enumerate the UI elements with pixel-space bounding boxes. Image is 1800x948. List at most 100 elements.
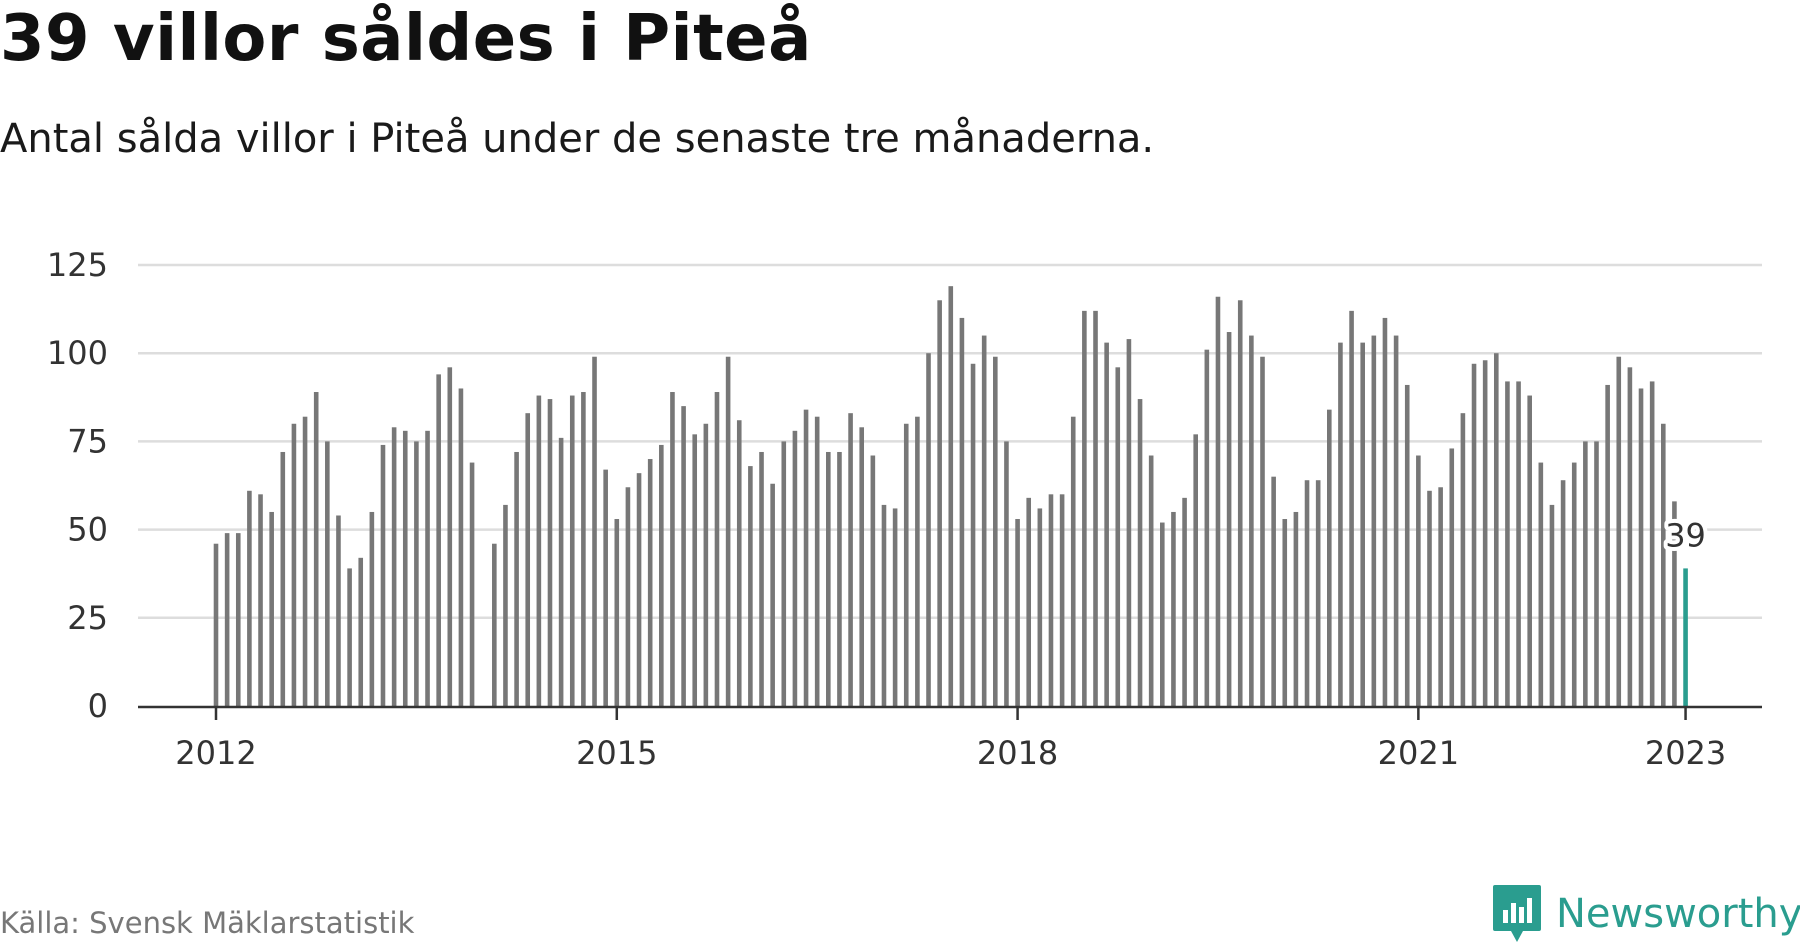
bar xyxy=(592,356,597,706)
bar xyxy=(1271,476,1276,706)
bar xyxy=(1672,501,1677,706)
bar xyxy=(1649,381,1655,706)
bar xyxy=(1137,399,1143,706)
bar xyxy=(224,533,230,706)
x-tick-label: 2023 xyxy=(1645,734,1726,772)
bar xyxy=(447,367,453,706)
x-tick-label: 2021 xyxy=(1378,734,1459,772)
bar xyxy=(870,455,876,706)
bar xyxy=(1237,300,1243,706)
bar xyxy=(280,451,286,706)
bar xyxy=(414,441,419,706)
bar xyxy=(1193,434,1198,706)
x-tick-label: 2012 xyxy=(175,734,256,772)
bar xyxy=(937,300,942,706)
bar xyxy=(525,413,531,706)
bar xyxy=(1093,310,1098,706)
bar xyxy=(1416,455,1421,706)
bar xyxy=(1115,367,1121,706)
bar xyxy=(714,392,720,706)
bar xyxy=(1148,455,1154,706)
bar xyxy=(247,490,252,706)
y-tick-label: 50 xyxy=(67,511,108,549)
y-tick-label: 100 xyxy=(47,334,108,372)
bar xyxy=(581,392,586,706)
bar xyxy=(959,317,965,706)
bar xyxy=(291,423,297,706)
bar xyxy=(1070,416,1076,706)
bar xyxy=(1249,335,1254,706)
x-tick-label: 2018 xyxy=(977,734,1058,772)
bar xyxy=(993,356,998,706)
bar xyxy=(681,406,686,706)
bar xyxy=(1304,480,1310,706)
bar xyxy=(981,335,987,706)
x-tick-label: 2015 xyxy=(576,734,657,772)
bar xyxy=(625,487,631,706)
source-note: Källa: Svensk Mäklarstatistik xyxy=(0,906,415,940)
bar xyxy=(759,451,764,706)
bar xyxy=(1204,349,1210,706)
bar xyxy=(1404,384,1410,706)
bar xyxy=(792,430,798,706)
bar xyxy=(469,462,475,706)
bar xyxy=(503,504,508,706)
bar xyxy=(837,451,842,706)
y-tick-label: 0 xyxy=(88,687,108,725)
bar xyxy=(814,416,820,706)
bar xyxy=(369,511,375,706)
bar xyxy=(1449,448,1455,706)
bar xyxy=(436,374,441,706)
bar xyxy=(1215,296,1221,706)
bar xyxy=(380,444,386,706)
bar xyxy=(1438,487,1443,706)
bar xyxy=(1627,367,1633,706)
bar xyxy=(859,427,865,706)
bar xyxy=(347,568,352,706)
bar xyxy=(1460,413,1466,706)
bar xyxy=(1104,342,1109,706)
bar xyxy=(313,392,319,706)
bar xyxy=(781,441,787,706)
y-tick-label: 125 xyxy=(47,246,108,284)
bar xyxy=(603,469,608,706)
bar xyxy=(391,427,397,706)
bars xyxy=(213,286,1688,706)
bar xyxy=(1260,356,1265,706)
bar xyxy=(1371,335,1377,706)
bar xyxy=(1160,522,1165,706)
bar xyxy=(213,543,219,706)
bar xyxy=(1516,381,1521,706)
bar xyxy=(725,356,731,706)
bar xyxy=(881,504,887,706)
bar xyxy=(258,494,263,706)
bar xyxy=(1171,511,1176,706)
bar xyxy=(1293,511,1299,706)
bar xyxy=(748,466,753,706)
bar xyxy=(1282,519,1288,706)
bar xyxy=(235,533,241,706)
bar xyxy=(614,519,620,706)
brand-logo[interactable]: Newsworthy xyxy=(1492,884,1800,944)
bar xyxy=(1583,441,1588,706)
bar xyxy=(1393,335,1399,706)
bar xyxy=(1059,494,1065,706)
bar xyxy=(1182,497,1187,706)
bar xyxy=(1505,381,1510,706)
y-axis-ticks: 0 25 50 75 100 125 xyxy=(47,246,108,725)
bar xyxy=(1082,310,1087,706)
bar xyxy=(1360,342,1365,706)
bar xyxy=(970,363,976,706)
bar xyxy=(636,473,642,706)
bar xyxy=(1427,490,1432,706)
bar xyxy=(302,416,308,706)
y-tick-label: 25 xyxy=(67,599,108,637)
bar xyxy=(826,451,831,706)
bar xyxy=(1004,441,1009,706)
bar xyxy=(1327,409,1332,706)
bar xyxy=(1594,441,1599,706)
bar xyxy=(948,286,954,706)
bar xyxy=(1315,480,1321,706)
bar xyxy=(1538,462,1544,706)
